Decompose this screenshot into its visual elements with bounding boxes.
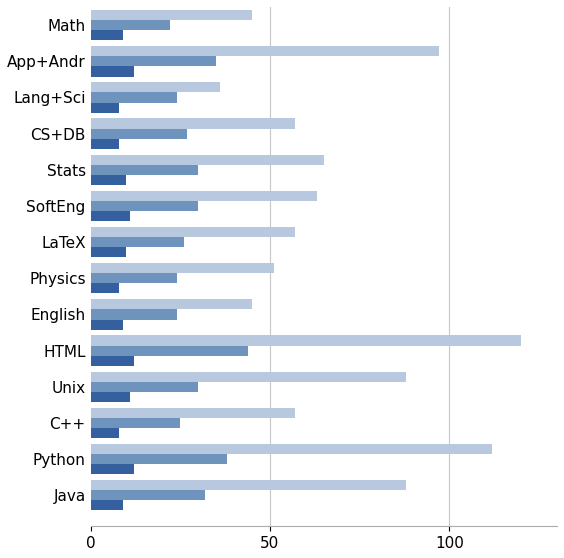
Bar — [91, 56, 216, 66]
Bar — [91, 273, 177, 283]
Bar — [91, 283, 119, 294]
Bar — [91, 227, 295, 237]
Bar — [91, 66, 134, 76]
Bar — [91, 345, 249, 355]
Bar — [91, 335, 521, 345]
Bar — [91, 408, 295, 418]
Bar — [91, 237, 184, 247]
Bar — [91, 10, 252, 20]
Bar — [91, 211, 130, 221]
Bar — [91, 464, 134, 474]
Bar — [91, 444, 492, 454]
Bar — [91, 191, 316, 201]
Bar — [91, 128, 187, 139]
Bar — [91, 46, 439, 56]
Bar — [91, 139, 119, 149]
Bar — [91, 480, 406, 490]
Bar — [91, 392, 130, 402]
Bar — [91, 30, 123, 40]
Bar — [91, 355, 134, 366]
Bar — [91, 372, 406, 382]
Bar — [91, 309, 177, 320]
Bar — [91, 82, 220, 93]
Bar — [91, 263, 274, 273]
Bar — [91, 201, 198, 211]
Bar — [91, 165, 198, 175]
Bar — [91, 490, 205, 501]
Bar — [91, 418, 180, 428]
Bar — [91, 454, 227, 464]
Bar — [91, 103, 119, 113]
Bar — [91, 501, 123, 511]
Bar — [91, 247, 126, 257]
Bar — [91, 93, 177, 103]
Bar — [91, 20, 170, 30]
Bar — [91, 175, 126, 185]
Bar — [91, 118, 295, 128]
Bar — [91, 428, 119, 438]
Bar — [91, 155, 324, 165]
Bar — [91, 299, 252, 309]
Bar — [91, 320, 123, 330]
Bar — [91, 382, 198, 392]
